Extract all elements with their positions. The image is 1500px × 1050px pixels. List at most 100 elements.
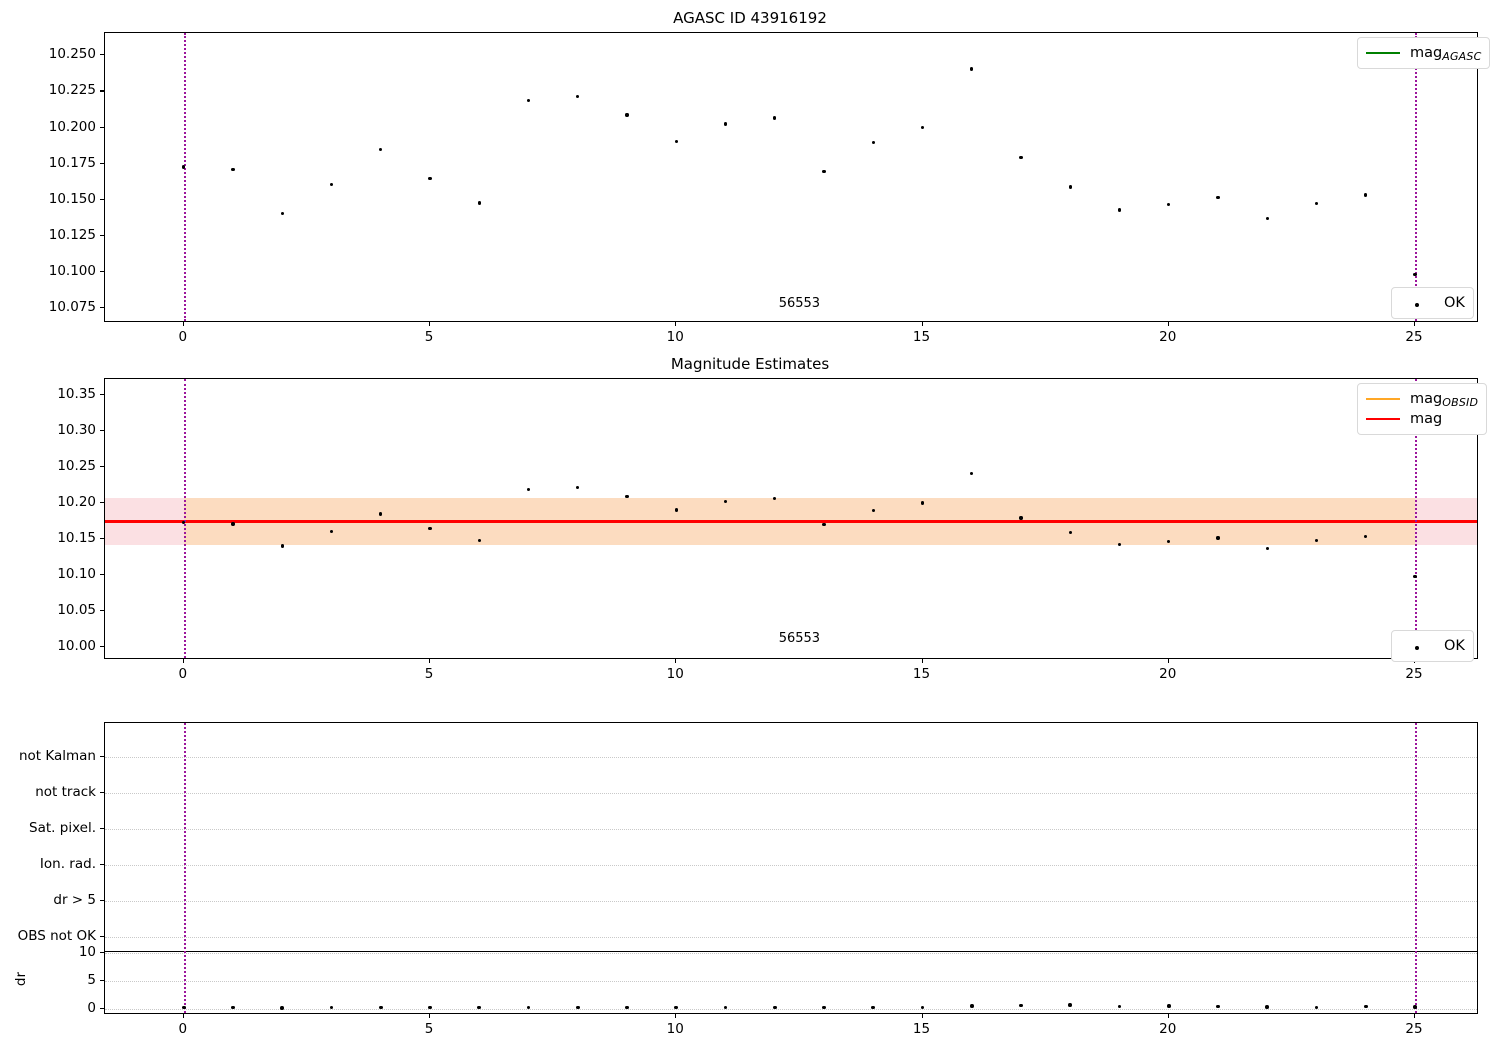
data-point [871, 508, 875, 512]
x-tick-mark [182, 659, 184, 663]
dr-data-point [625, 1005, 629, 1010]
y-tick-label: 10.35 [57, 385, 96, 402]
flag-gridline [105, 757, 1477, 758]
data-point [773, 116, 777, 120]
data-point [1167, 202, 1171, 207]
dr-data-point [1363, 1004, 1368, 1009]
flag-gridline [105, 901, 1477, 902]
x-tick-label: 10 [666, 666, 684, 682]
y-tick-label: 10.125 [48, 226, 96, 243]
flag-tick-mark [100, 900, 104, 902]
data-point [920, 125, 925, 130]
dr-tick-mark [100, 980, 104, 982]
y-tick-mark [100, 501, 104, 504]
x-tick-mark [921, 322, 923, 326]
dr-data-point [231, 1005, 235, 1010]
data-point [723, 122, 728, 126]
legend-status-ok-panel1[interactable]: OK [1391, 287, 1474, 319]
legend-line-swatch [1366, 52, 1400, 54]
dr-data-point [575, 1005, 580, 1010]
flag-gridline [105, 865, 1477, 866]
flag-tick-mark [100, 864, 104, 866]
data-point [526, 98, 531, 103]
data-point [280, 211, 284, 216]
data-point [1117, 208, 1122, 212]
data-point [674, 508, 678, 512]
x-tick-mark [429, 659, 431, 663]
obsid-annotation: 56553 [778, 631, 821, 646]
dr-gridline [105, 953, 1477, 955]
data-point [428, 526, 432, 531]
x-tick-label: 15 [912, 329, 931, 345]
y-tick-label: 10.15 [57, 529, 96, 546]
y-tick-label: 10.225 [48, 82, 96, 99]
mag-line [105, 520, 1477, 523]
y-tick-mark [100, 393, 104, 395]
legend-entry: magOBSID [1366, 389, 1478, 409]
data-point [1265, 216, 1269, 221]
dr-data-point [1019, 1003, 1023, 1008]
x-tick-label: 20 [1159, 329, 1177, 345]
dr-data-point [378, 1005, 383, 1010]
x-tick-mark [1167, 1014, 1169, 1018]
obsid-boundary-line [1414, 379, 1417, 658]
dr-data-point [181, 1005, 186, 1010]
legend-mag-estimates[interactable]: magOBSID mag [1357, 383, 1488, 435]
data-point [1364, 193, 1368, 197]
x-tick-label: 25 [1405, 329, 1423, 345]
x-tick-label: 5 [424, 1021, 434, 1037]
y-tick-label: 10.250 [48, 46, 96, 63]
x-tick-label: 10 [666, 329, 684, 345]
data-point [1216, 536, 1220, 540]
legend-mag-agasc[interactable]: magAGASC [1357, 37, 1491, 69]
dr-data-point [674, 1005, 679, 1010]
data-point [970, 472, 974, 476]
data-point [1265, 546, 1269, 551]
x-tick-mark [1167, 659, 1169, 663]
flag-gridline [105, 937, 1477, 938]
obsid-annotation: 56553 [778, 296, 821, 311]
flag-gridline [105, 793, 1477, 794]
data-point [1314, 539, 1319, 543]
data-point [1216, 196, 1220, 200]
dr-data-point [969, 1004, 974, 1008]
obsid-boundary-line [183, 723, 186, 1013]
data-point [1019, 516, 1023, 520]
dr-data-point [1413, 1005, 1417, 1009]
data-point [1314, 201, 1319, 205]
obsid-boundary-line [1414, 723, 1417, 1013]
x-tick-label: 0 [178, 666, 188, 682]
data-point [674, 139, 678, 144]
obsid-boundary-line [1414, 33, 1417, 321]
y-tick-label: 10.150 [48, 190, 96, 207]
legend-entry: OK [1400, 636, 1465, 656]
data-point [822, 169, 826, 173]
x-tick-label: 25 [1405, 1021, 1423, 1037]
dr-tick-mark [100, 952, 104, 954]
dr-gridline [105, 1009, 1477, 1010]
flag-label: OBS not OK [17, 928, 96, 944]
data-point [1068, 185, 1072, 189]
flag-label: Ion. rad. [39, 856, 96, 872]
y-tick-mark [100, 537, 104, 540]
legend-marker-swatch [1400, 295, 1434, 311]
dr-data-point [772, 1005, 777, 1010]
plot-area-flags [104, 722, 1478, 1014]
x-tick-mark [429, 1014, 431, 1018]
data-point [1413, 272, 1417, 277]
legend-entry: magAGASC [1366, 43, 1481, 63]
figure-title: AGASC ID 43916192 [673, 9, 827, 27]
dr-tick-label: 10 [78, 944, 96, 961]
y-tick-label: 10.10 [57, 565, 96, 582]
plot-area-magnitude [104, 378, 1478, 659]
dr-data-point [1314, 1005, 1319, 1010]
y-tick-mark [100, 126, 104, 128]
dr-tick-label: 5 [87, 972, 96, 989]
legend-status-ok-panel2[interactable]: OK [1391, 630, 1474, 662]
data-point [231, 522, 235, 526]
x-tick-mark [675, 1014, 677, 1018]
dr-data-point [1117, 1004, 1122, 1009]
legend-label: magOBSID [1410, 391, 1479, 409]
x-tick-label: 5 [424, 666, 434, 682]
y-tick-mark [100, 573, 104, 576]
